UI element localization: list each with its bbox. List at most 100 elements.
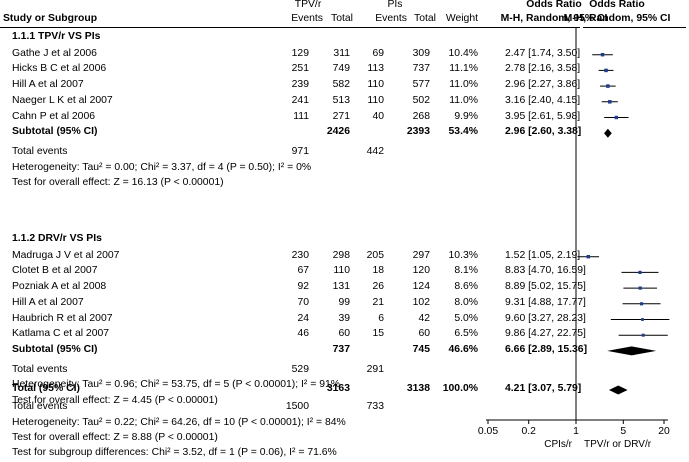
total2-header: Total	[414, 13, 436, 24]
odds-ratio-value: 8.83 [4.70, 16.59]	[505, 265, 586, 277]
study-name: Madruga J V et al 2007	[12, 249, 120, 261]
or-method-header: M-H, Random, 95% CI	[500, 13, 608, 24]
x-tick-label: 20	[658, 426, 670, 437]
events1-value: 67	[297, 265, 309, 277]
total-events-label: Total events	[12, 145, 68, 157]
total1-value: 271	[332, 110, 350, 122]
total1-value: 513	[332, 94, 350, 106]
total-events2: 291	[366, 363, 384, 375]
total2-value: 577	[412, 79, 430, 91]
summary-total2: 2393	[406, 126, 430, 138]
total1-value: 311	[333, 47, 350, 59]
x-label-right: TPV/r or DRV/r	[584, 439, 652, 450]
events1-value: 111	[293, 110, 309, 122]
group1-header: TPV/r	[294, 0, 322, 10]
summary-total1: 3163	[326, 383, 350, 394]
weight-value: 11.0%	[449, 79, 478, 91]
study-name: Clotet B et al 2007	[12, 265, 98, 277]
x-tick-label: 0.2	[521, 426, 536, 437]
events2-value: 69	[372, 47, 384, 59]
x-label-left: CPIs/r	[544, 439, 572, 450]
x-tick-label: 1	[573, 426, 579, 437]
odds-ratio-value: 8.89 [5.02, 15.75]	[505, 281, 586, 293]
subgroup-differences-text: Test for subgroup differences: Chi² = 3.…	[12, 447, 337, 458]
events1-value: 92	[297, 281, 309, 293]
events2-value: 21	[372, 296, 384, 308]
total1-value: 110	[333, 265, 350, 277]
weight-value: 8.1%	[454, 265, 478, 277]
study-name: Cahn P et al 2006	[12, 110, 95, 122]
events1-value: 241	[291, 94, 309, 106]
events2-value: 40	[372, 110, 384, 122]
weight-value: 10.3%	[448, 249, 478, 261]
summary-odds-ratio: 2.96 [2.60, 3.38]	[505, 126, 582, 138]
study-marker	[639, 302, 644, 306]
study-marker	[614, 115, 619, 120]
events1-header: Events	[291, 13, 323, 24]
total-heterogeneity-text: Heterogeneity: Tau² = 0.22; Chi² = 64.26…	[12, 417, 346, 428]
x-tick-label: 0.05	[478, 426, 498, 437]
events1-value: 239	[291, 79, 309, 91]
total-events1: 1500	[285, 401, 309, 412]
events2-value: 113	[367, 63, 384, 75]
events1-value: 24	[297, 312, 309, 324]
plot-method-header: M-H, Random, 95% CI	[563, 13, 671, 24]
study-name: Hicks B C et al 2006	[12, 63, 107, 75]
summary-label: Total (95% CI)	[12, 383, 80, 394]
odds-ratio-value: 2.78 [2.16, 3.58]	[505, 63, 581, 75]
study-marker	[608, 100, 612, 104]
study-name: Pozniak A et al 2008	[12, 281, 107, 293]
total2-value: 737	[412, 63, 430, 75]
total2-value: 124	[412, 281, 430, 293]
study-name: Gathe J et al 2006	[12, 47, 97, 59]
summary-label: Subtotal (95% CI)	[12, 343, 98, 355]
total-events1: 971	[291, 145, 309, 157]
summary-total1: 737	[332, 343, 350, 355]
total1-value: 39	[338, 312, 350, 324]
weight-value: 5.0%	[454, 312, 478, 324]
total-diamond	[608, 385, 628, 395]
study-marker	[641, 333, 645, 337]
study-marker	[638, 270, 642, 274]
total1-value: 582	[332, 79, 350, 91]
weight-value: 8.0%	[454, 296, 478, 308]
study-marker	[606, 84, 610, 88]
heterogeneity-text: Heterogeneity: Tau² = 0.00; Chi² = 3.37,…	[12, 161, 312, 173]
subtotal-diamond	[604, 128, 612, 138]
summary-weight: 100.0%	[442, 383, 478, 394]
summary-weight: 53.4%	[448, 126, 478, 138]
events2-value: 205	[366, 249, 384, 261]
weight-header: Weight	[445, 13, 478, 24]
total2-value: 268	[412, 110, 430, 122]
weight-value: 11.1%	[449, 63, 478, 75]
total2-value: 502	[412, 94, 430, 106]
subgroup-title: 1.1.2 DRV/r VS PIs	[12, 233, 102, 244]
odds-ratio-value: 9.86 [4.27, 22.75]	[505, 328, 586, 340]
events2-value: 15	[372, 328, 384, 340]
total-events1: 529	[291, 363, 309, 375]
x-tick-label: 5	[620, 426, 626, 437]
total1-value: 298	[332, 249, 350, 261]
events2-value: 110	[367, 79, 384, 91]
study-marker	[638, 286, 642, 290]
weight-value: 10.4%	[448, 47, 478, 59]
events1-value: 46	[297, 328, 309, 340]
weight-value: 9.9%	[454, 110, 478, 122]
study-column-header: Study or Subgroup	[3, 13, 98, 24]
events2-value: 26	[372, 281, 384, 293]
total1-header: Total	[331, 13, 353, 24]
overall-effect-text: Test for overall effect: Z = 4.45 (P < 0…	[12, 395, 218, 406]
odds-ratio-value: 2.96 [2.27, 3.86]	[505, 79, 581, 91]
total1-value: 99	[338, 296, 350, 308]
total1-value: 131	[332, 281, 350, 293]
total2-value: 60	[418, 328, 430, 340]
total1-value: 749	[332, 63, 350, 75]
summary-total2: 3138	[406, 383, 430, 394]
study-marker	[641, 318, 644, 321]
or-column-title: Odds Ratio	[526, 0, 582, 10]
study-marker	[586, 254, 591, 259]
total2-value: 102	[412, 296, 430, 308]
summary-odds-ratio: 6.66 [2.89, 15.36]	[505, 343, 588, 355]
events2-header: Events	[375, 13, 407, 24]
